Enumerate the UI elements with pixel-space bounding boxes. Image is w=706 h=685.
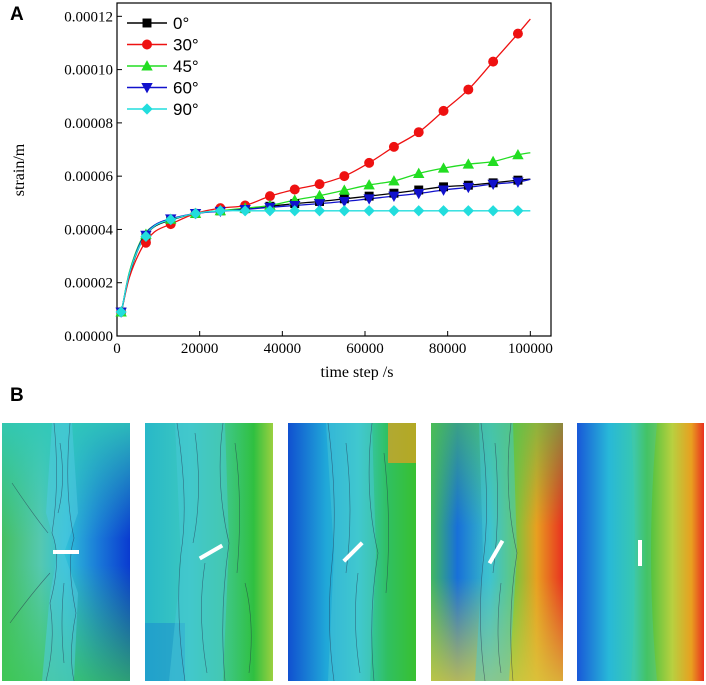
data-point-1	[289, 184, 300, 195]
y-tick-label: 0.00000	[64, 329, 113, 345]
crack-marker	[53, 550, 79, 554]
legend-label: 45°	[173, 57, 199, 76]
data-point-2	[388, 175, 400, 186]
data-point-3	[487, 179, 499, 190]
data-point-4	[487, 205, 499, 217]
strain-time-chart: 0 20000 40000 60000 80000 100000 0.000000.000…	[11, 2, 553, 380]
series-line-4	[117, 209, 531, 316]
y-tick-label: 0.00012	[64, 9, 113, 25]
data-point-1	[314, 179, 325, 190]
data-point-1	[264, 191, 275, 202]
data-point-1	[438, 105, 449, 116]
data-point-1	[488, 56, 499, 67]
data-point-2	[413, 167, 425, 178]
crack-marker	[342, 541, 364, 563]
data-point-3	[388, 191, 400, 202]
y-tick-label: 0.00008	[64, 116, 113, 132]
data-point-1	[463, 84, 474, 95]
contour-map-90	[577, 423, 704, 681]
panel-b-label: B	[10, 385, 24, 406]
crack-marker	[487, 539, 505, 565]
data-point-4	[239, 205, 251, 217]
data-point-4	[512, 205, 524, 217]
data-point-2	[437, 162, 450, 173]
legend-label: 0°	[173, 14, 189, 33]
legend-marker	[142, 18, 152, 28]
contour-map-45	[288, 423, 416, 681]
data-point-2	[338, 184, 351, 195]
data-point-4	[289, 205, 301, 217]
data-point-4	[115, 306, 127, 318]
legend-marker	[141, 103, 153, 115]
x-axis: 0 20000 40000 60000 80000 100000	[113, 331, 553, 357]
data-point-2	[512, 149, 524, 160]
x-tick-label: 80000	[429, 341, 467, 357]
contour-map-60	[431, 423, 563, 681]
y-tick-label: 0.00006	[64, 169, 113, 185]
data-point-2	[487, 155, 499, 166]
legend-label: 60°	[173, 79, 199, 98]
series-line-2	[117, 152, 531, 317]
data-point-2	[462, 158, 475, 169]
data-point-4	[363, 205, 375, 217]
data-point-1	[388, 141, 399, 152]
crack-marker	[638, 540, 642, 566]
x-tick-label: 60000	[346, 341, 384, 357]
data-point-4	[413, 205, 425, 217]
data-point-3	[413, 189, 425, 200]
data-point-3	[437, 185, 450, 196]
legend: 0° 30° 45° 60° 90°	[127, 14, 199, 119]
data-point-1	[364, 157, 375, 168]
x-axis-label: time step /s	[321, 364, 394, 380]
series-markers	[115, 28, 524, 318]
data-point-4	[313, 205, 326, 217]
data-point-4	[140, 230, 152, 242]
y-tick-label: 0.00004	[64, 222, 113, 238]
legend-marker	[141, 83, 153, 94]
data-point-4	[338, 205, 350, 217]
y-axis-label: strain/m	[11, 143, 28, 196]
y-tick-label: 0.00010	[64, 63, 113, 79]
data-point-3	[363, 194, 375, 205]
legend-label: 30°	[173, 36, 199, 55]
data-point-4	[388, 205, 400, 217]
data-point-2	[363, 179, 375, 190]
legend-marker	[141, 60, 153, 71]
x-tick-label: 0	[113, 341, 121, 357]
data-point-4	[165, 213, 177, 226]
data-point-4	[214, 205, 226, 217]
x-tick-label: 100000	[508, 341, 553, 357]
data-point-4	[189, 207, 202, 220]
data-point-3	[512, 177, 524, 188]
x-tick-label: 40000	[264, 341, 302, 357]
contour-map-30	[145, 423, 273, 681]
data-point-3	[313, 199, 326, 210]
x-tick-label: 20000	[181, 341, 219, 357]
legend-marker	[142, 39, 152, 50]
plot-frame	[116, 2, 552, 337]
data-point-1	[413, 127, 424, 138]
data-point-3	[338, 197, 351, 208]
data-point-3	[462, 182, 475, 194]
data-point-1	[339, 171, 350, 182]
data-point-1	[512, 28, 523, 39]
data-point-4	[437, 205, 450, 217]
panel-a-label: A	[10, 4, 24, 25]
contour-map-0	[2, 423, 130, 681]
y-axis: 0.00000 0.00002 0.00004 0.00006 0.00008 0.000…	[64, 9, 122, 345]
crack-marker	[198, 543, 224, 561]
legend-label: 90°	[173, 100, 199, 119]
y-tick-label: 0.00002	[64, 276, 113, 292]
data-point-4	[462, 205, 474, 217]
data-point-4	[264, 205, 276, 217]
